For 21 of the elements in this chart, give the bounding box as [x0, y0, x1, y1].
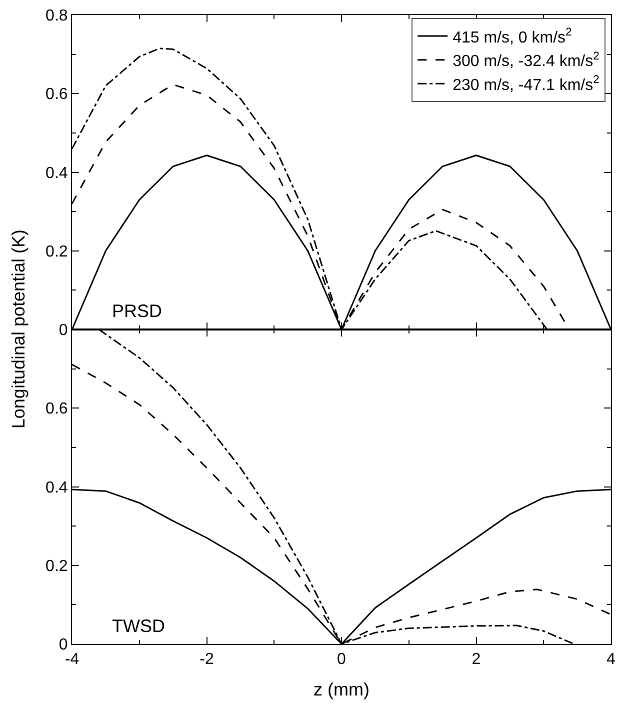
annotation: TWSD: [112, 616, 165, 636]
x-tick-label: -2: [200, 651, 214, 668]
y-tick-label: 0.6: [46, 86, 68, 104]
legend-label: 230 m/s, -47.1 km/s$^{2}$: [452, 74, 600, 94]
x-axis-title: z (mm): [314, 679, 370, 700]
legend-label: 415 m/s, 0 km/s$^{2}$: [452, 26, 572, 46]
x-tick-label: 0: [337, 651, 346, 668]
y-tick-label: 0.8: [46, 8, 68, 25]
y-tick-label: 0: [58, 636, 68, 654]
x-tick-label: -4: [64, 651, 80, 668]
x-tick-label: 4: [606, 651, 616, 668]
y-tick-label: 0.2: [46, 243, 68, 260]
legend-label: 300 m/s, -32.4 km/s$^{2}$: [452, 50, 600, 70]
y-tick-label: 0.4: [46, 164, 68, 182]
annotation: PRSD: [112, 301, 162, 321]
y-tick-label: 0.2: [46, 558, 68, 575]
y-tick-label: 0.6: [46, 400, 68, 418]
y-axis-title: Longitudinal potential (K): [8, 229, 29, 429]
y-tick-label: 0: [58, 322, 68, 340]
x-tick-label: 2: [472, 651, 481, 668]
y-tick-label: 0.4: [46, 479, 68, 496]
